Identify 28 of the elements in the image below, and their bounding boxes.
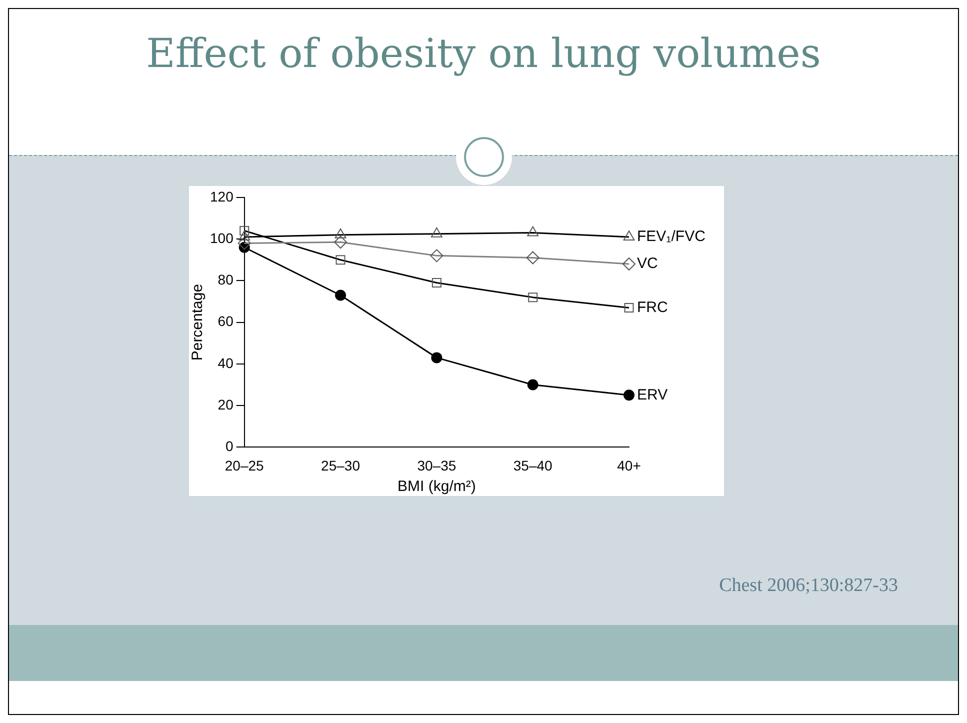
series-label: FEV₁/FVC <box>637 228 706 246</box>
y-axis-title: Percentage <box>189 284 206 361</box>
series-label: VC <box>637 255 658 272</box>
text: Chest 2006;130:827-33 <box>719 575 898 597</box>
x-tick-label: 25–30 <box>321 457 360 474</box>
x-tick-label: 40+ <box>617 457 641 474</box>
point <box>335 290 346 301</box>
y-tick-label: 80 <box>218 272 234 288</box>
series-label: ERV <box>637 386 668 404</box>
point <box>430 249 444 262</box>
y-tick-label: 60 <box>218 313 234 330</box>
y-tick-label: 120 <box>210 188 234 204</box>
point <box>334 236 348 249</box>
y-tick-label: 0 <box>226 438 234 454</box>
y-tick-label: 20 <box>218 396 234 412</box>
x-tick-label: 35–40 <box>513 457 553 474</box>
x-tick-label: 20–25 <box>224 457 264 474</box>
series-label: FRC <box>637 298 668 316</box>
point <box>431 352 442 364</box>
point <box>526 251 540 264</box>
point <box>624 390 634 401</box>
point <box>622 258 636 271</box>
chart-title: Effect of obesity on lung volumes <box>145 31 822 77</box>
x-tick-label: 30–35 <box>417 457 456 474</box>
x-axis-title: BMI (kg/m²) <box>398 478 476 496</box>
point <box>527 379 538 390</box>
y-tick-label: 100 <box>210 230 234 246</box>
y-tick-label: 40 <box>218 354 234 371</box>
